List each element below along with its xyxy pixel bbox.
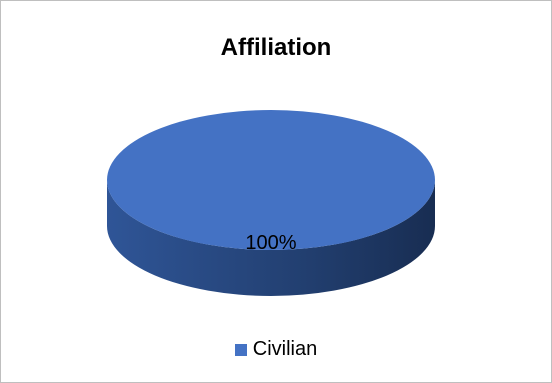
legend-label-civilian: Civilian <box>252 338 318 360</box>
data-label-civilian: 100% <box>245 232 296 254</box>
chart-title: Affiliation <box>220 34 332 61</box>
pie-slice-civilian <box>107 110 435 250</box>
pie-slice-side-civilian <box>107 180 435 296</box>
legend: Civilian <box>0 338 552 361</box>
legend-swatch-civilian <box>234 343 247 356</box>
